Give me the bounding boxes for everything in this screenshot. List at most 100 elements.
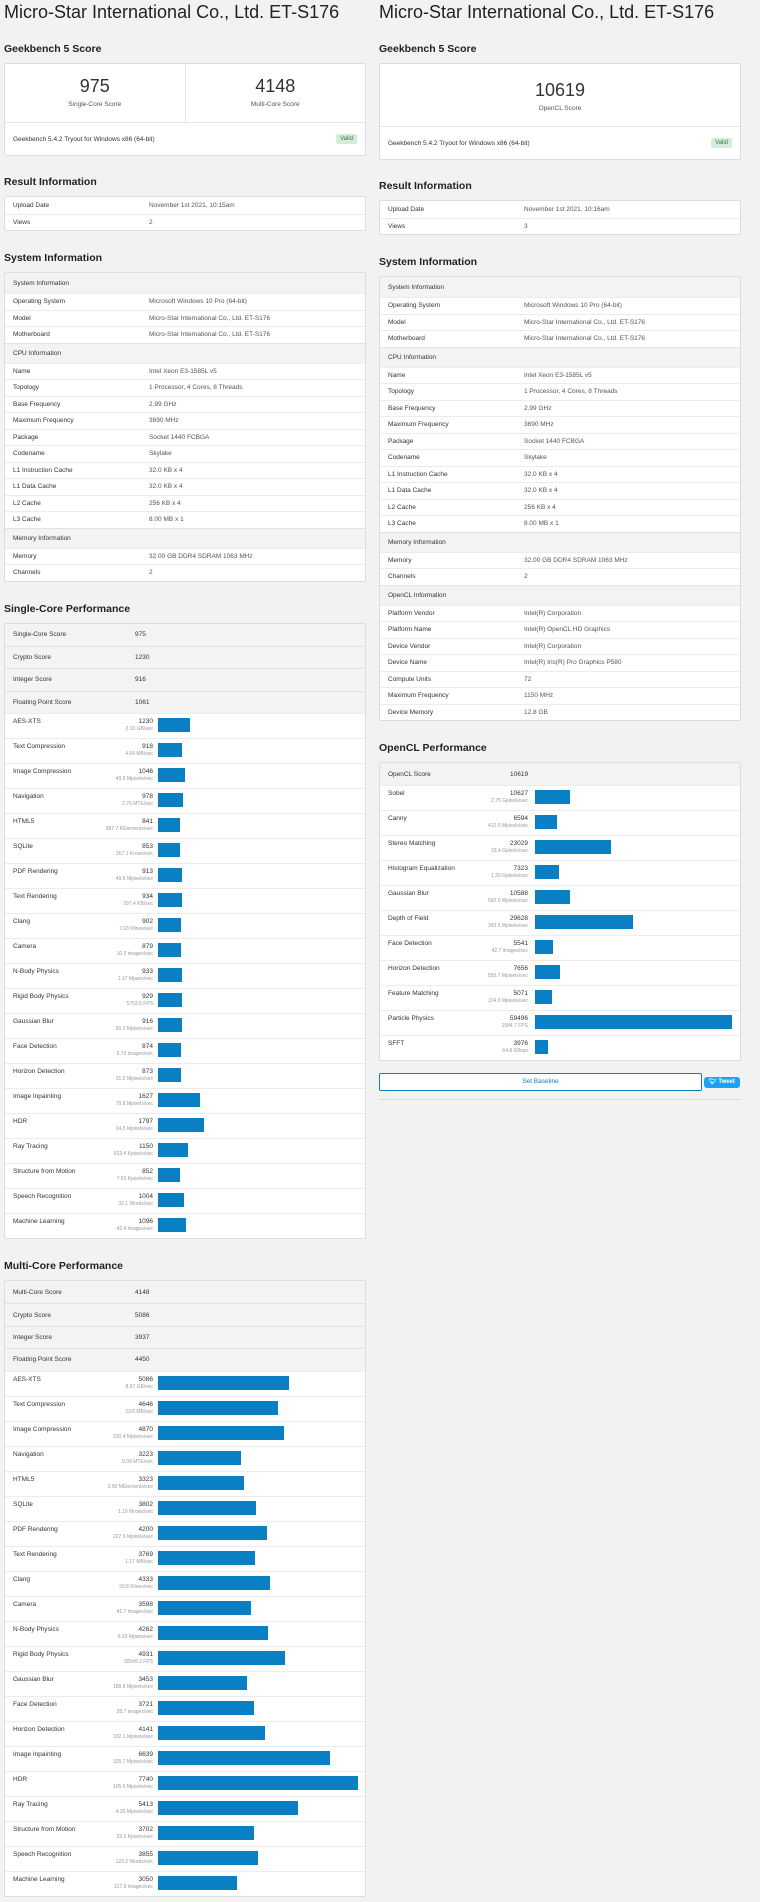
benchmark-name: Text Compression: [13, 743, 66, 751]
info-row: Model Micro-Star International Co., Ltd. …: [5, 309, 365, 327]
score-box: 10619 OpenCL Score Geekbench 5.4.2 Tryou…: [379, 63, 741, 160]
info-value: 32.00 GB DDR4 SDRAM 1063 MHz: [524, 556, 628, 564]
benchmark-score: 841: [142, 818, 153, 826]
benchmark-name: Stereo Matching: [388, 840, 436, 848]
benchmark-values: 5086 8.67 GB/sec: [105, 1372, 153, 1396]
benchmark-row: Navigation 3223 9.09 MTE/sec: [5, 1445, 365, 1471]
benchmark-row: Image Compression 1046 49.5 Mpixels/sec: [5, 763, 365, 788]
benchmark-name: Ray Tracing: [13, 1143, 48, 1151]
page-title: Micro-Star International Co., Ltd. ET-S1…: [4, 2, 340, 22]
benchmark-score: 3855: [138, 1850, 153, 1858]
benchmark-score: 3598: [138, 1600, 153, 1608]
benchmark-score: 10588: [509, 890, 528, 898]
benchmark-score: 929: [142, 993, 153, 1001]
tweet-button[interactable]: 🐦︎ Tweet: [704, 1076, 740, 1088]
benchmark-name: AES-XTS: [13, 1375, 41, 1383]
benchmark-throughput: 28.7 images/sec: [116, 1708, 153, 1715]
benchmark-score: 6594: [513, 815, 528, 823]
info-key: Device Name: [388, 659, 428, 667]
info-row: L3 Cache 8.00 MB x 1: [5, 511, 365, 528]
info-value: 3690 MHz: [524, 421, 554, 429]
info-key: Maximum Frequency: [388, 421, 449, 429]
benchmark-values: 3721 28.7 images/sec: [105, 1697, 153, 1721]
multi-core-score: 4148 Multi-Core Score: [184, 64, 366, 122]
score-bar: [535, 815, 557, 830]
benchmark-throughput: 4.35 Mpixels/sec: [115, 1808, 153, 1815]
benchmark-name: Camera: [13, 1600, 37, 1608]
benchmark-throughput: 5753.5 FPS: [126, 1001, 153, 1008]
info-key: L1 Data Cache: [388, 487, 432, 495]
score-bar: [158, 818, 180, 833]
summary-row: OpenCL Score 10619: [380, 763, 740, 786]
benchmark-row: Camera 879 10.2 images/sec: [5, 938, 365, 963]
benchmark-row: Structure from Motion 3702 33.2 Kpixels/se…: [5, 1820, 365, 1846]
benchmark-name: Text Rendering: [13, 893, 57, 901]
right-result-column: Micro-Star International Co., Ltd. ET-S1…: [379, 0, 741, 1101]
valid-badge: Valid: [336, 134, 357, 144]
opencl-score: 10619 OpenCL Score: [380, 64, 740, 126]
benchmark-name: Navigation: [13, 1450, 44, 1458]
benchmark-name: Gaussian Blur: [13, 1018, 54, 1026]
info-key: L3 Cache: [13, 516, 41, 524]
info-row: Platform Name Intel(R) OpenCL HD Graphics: [380, 621, 740, 638]
info-row: Device Memory 12.8 GB: [380, 703, 740, 721]
benchmark-score: 852: [142, 1168, 153, 1176]
single-core-heading: Single-Core Performance: [4, 602, 131, 615]
benchmark-row: N-Body Physics 4262 5.33 Mpairs/sec: [5, 1620, 365, 1646]
system-info-heading: System Information: [379, 256, 478, 268]
benchmark-throughput: 1.29 Gpixels/sec: [491, 873, 528, 880]
summary-label: Multi-Core Score: [13, 1288, 62, 1296]
summary-row: Crypto Score 5086: [5, 1303, 365, 1326]
benchmark-throughput: 2.75 Gpixels/sec: [491, 798, 528, 805]
benchmark-values: 1797 24.5 Mpixels/sec: [105, 1114, 153, 1138]
benchmark-row: Rigid Body Physics 4931 30549.2 FPS: [5, 1645, 365, 1671]
benchmark-values: 3323 3.90 MElements/sec: [105, 1472, 153, 1496]
benchmark-values: 933 1.17 Mpairs/sec: [105, 964, 153, 988]
info-row: L2 Cache 256 KB x 4: [5, 494, 365, 512]
benchmark-throughput: 32.1 Words/sec: [118, 1201, 153, 1208]
score-bar: [158, 943, 181, 958]
info-key: Platform Name: [388, 626, 432, 634]
info-key: Codename: [388, 454, 420, 462]
multi-core-table: Multi-Core Score 4148 Crypto Score 5086 Inte…: [4, 1280, 366, 1897]
benchmark-row: Machine Learning 3050 117.9 images/sec: [5, 1870, 365, 1896]
info-value: Microsoft Windows 10 Pro (64-bit): [524, 302, 622, 310]
info-row: Upload Date November 1st 2021, 10:16am: [380, 201, 740, 218]
system-info-table: System Information Operating System Micros…: [4, 272, 366, 582]
info-value: Micro-Star International Co., Ltd. ET-S1…: [524, 335, 646, 343]
benchmark-throughput: 23.6 MB/sec: [125, 1408, 153, 1415]
benchmark-throughput: 105.5 Mpixels/sec: [112, 1783, 153, 1790]
benchmark-score: 4931: [138, 1650, 153, 1658]
benchmark-throughput: 42.4 images/sec: [116, 1226, 153, 1233]
info-row: Channels 2: [5, 564, 365, 581]
benchmark-row: Face Detection 874 6.73 images/sec: [5, 1038, 365, 1063]
benchmark-row: SQLite 853 267.1 Krows/sec: [5, 838, 365, 863]
score-bar: [158, 893, 182, 908]
benchmark-values: 918 4.64 MB/sec: [105, 739, 153, 763]
info-value: Intel Xeon E3-1585L v5: [524, 371, 592, 379]
result-info-heading: Result Information: [4, 176, 97, 188]
benchmark-score: 5413: [138, 1800, 153, 1808]
score-bar: [158, 1775, 358, 1790]
score-bar: [158, 843, 180, 858]
benchmark-row: Ray Tracing 5413 4.35 Mpixels/sec: [5, 1795, 365, 1821]
benchmark-values: 59496 1584.7 FPS: [480, 1011, 528, 1035]
score-bar: [158, 1725, 265, 1740]
benchmark-name: SQLite: [13, 843, 33, 851]
info-row: Operating System Microsoft Windows 10 Pro…: [5, 293, 365, 310]
info-key: Memory: [13, 552, 37, 560]
info-key: L1 Instruction Cache: [388, 470, 448, 478]
info-row: Base Frequency 2.99 GHz: [380, 399, 740, 417]
version-text: Geekbench 5.4.2 Tryout for Windows x86 (…: [13, 135, 155, 143]
benchmark-throughput: 562.0 Mpixels/sec: [487, 898, 528, 905]
set-baseline-button[interactable]: Set Baseline: [379, 1073, 702, 1092]
summary-value: 5086: [135, 1311, 150, 1319]
benchmark-values: 902 7.03 Klines/sec: [105, 914, 153, 938]
info-section-header: OpenCL Information: [380, 584, 740, 605]
info-key: Platform Vendor: [388, 609, 435, 617]
benchmark-values: 4200 227.9 Mpixels/sec: [105, 1522, 153, 1546]
valid-badge: Valid: [711, 138, 732, 148]
benchmark-values: 978 2.76 MTE/sec: [105, 789, 153, 813]
twitter-icon: 🐦︎: [709, 1078, 717, 1085]
tweet-label: Tweet: [718, 1078, 735, 1085]
